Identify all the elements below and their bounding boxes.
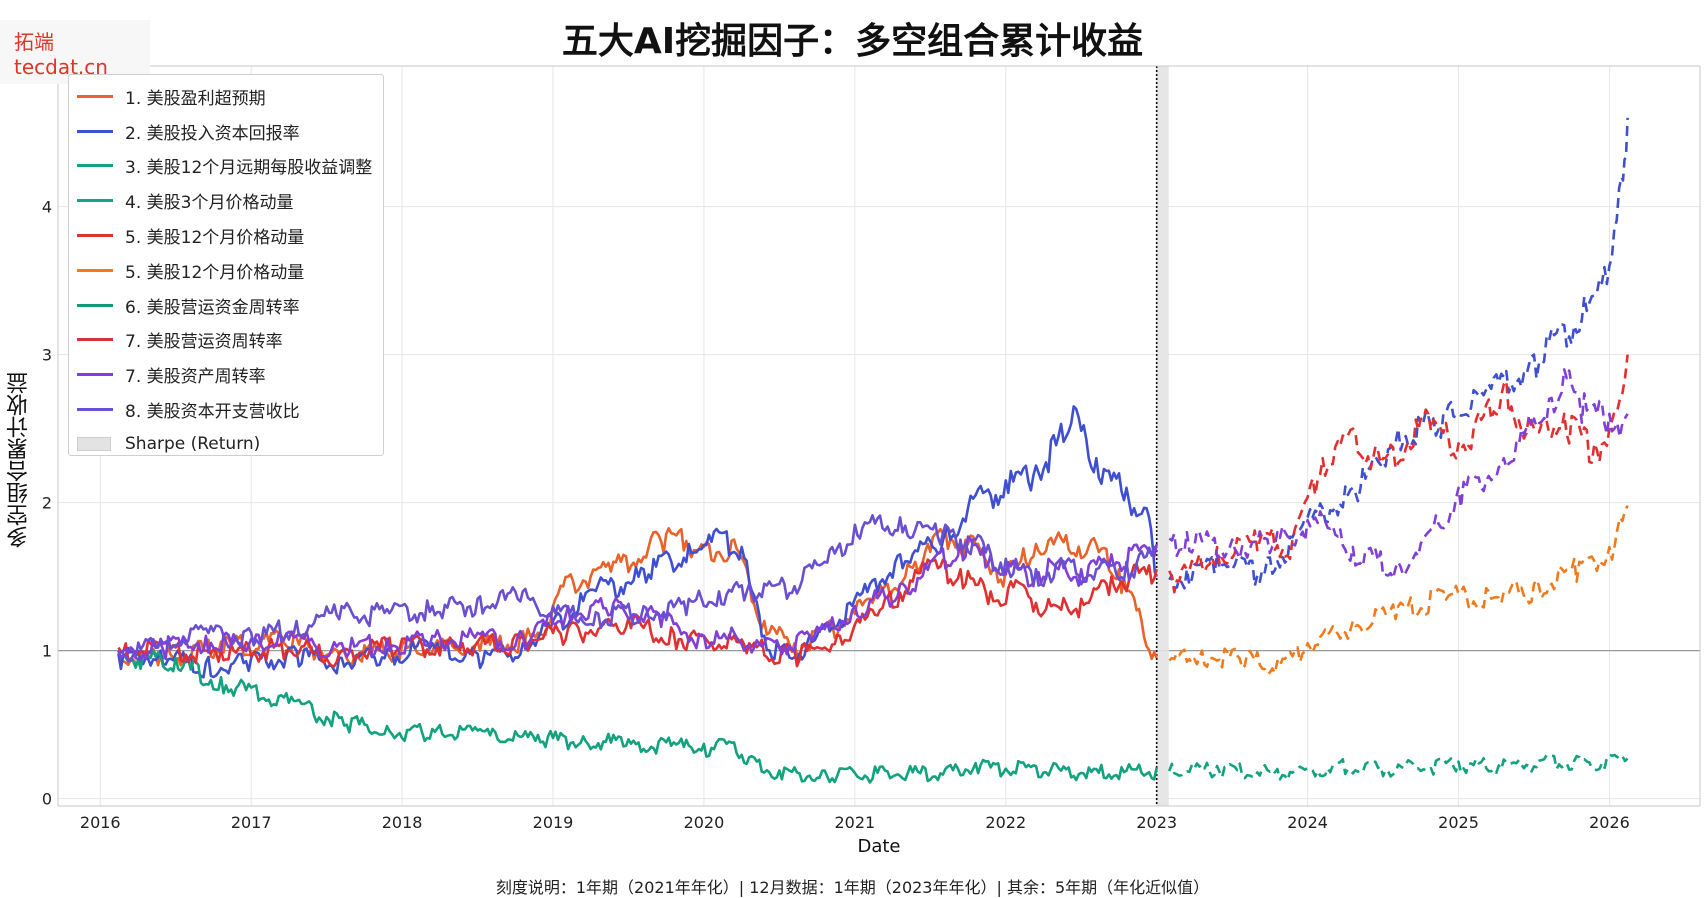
grid bbox=[58, 66, 1700, 806]
series-line-dashed bbox=[1168, 368, 1629, 580]
x-axis-label: Date bbox=[857, 836, 900, 857]
legend-swatch bbox=[77, 373, 113, 377]
x-tick-label: 2023 bbox=[1136, 813, 1177, 832]
legend-swatch-band bbox=[77, 437, 111, 452]
legend-swatch bbox=[77, 338, 113, 342]
y-axis-label: 多空组合累计收益 bbox=[7, 372, 32, 548]
x-tick-label: 2016 bbox=[80, 813, 121, 832]
plot-frame bbox=[57, 65, 1701, 807]
legend-label: 8. 美股资本开支营收比 bbox=[125, 402, 300, 423]
legend-item: 5. 美股12个月价格动量 bbox=[77, 253, 383, 288]
watermark: 拓端 tecdat.cn bbox=[0, 20, 150, 84]
legend-item: 4. 美股3个月价格动量 bbox=[77, 183, 383, 218]
legend-swatch bbox=[77, 164, 113, 168]
series-line-solid bbox=[117, 535, 1158, 661]
y-tick-label: 3 bbox=[42, 346, 52, 365]
legend-item: 7. 美股营运资周转率 bbox=[77, 323, 383, 358]
legend-swatch bbox=[77, 129, 113, 133]
series-line-solid bbox=[117, 405, 1158, 679]
legend-swatch bbox=[77, 199, 113, 203]
series-line-dashed bbox=[1168, 753, 1629, 782]
legend-label: 5. 美股12个月价格动量 bbox=[125, 262, 305, 283]
axes: 2016 2017 2018 2019 2020 2021 2022 2023 2024 2025… bbox=[42, 65, 1701, 857]
x-tick-label: 2020 bbox=[684, 813, 725, 832]
legend-item: 6. 美股营运资金周转率 bbox=[77, 288, 383, 323]
legend-label: 7. 美股资产周转率 bbox=[125, 367, 266, 388]
footnote: 刻度说明：1年期（2021年年化）| 12月数据：1年期（2023年年化）| 其… bbox=[495, 878, 1210, 897]
x-tick-label: 2017 bbox=[231, 813, 272, 832]
series-line-dashed bbox=[1168, 354, 1629, 594]
series-line-dashed bbox=[1168, 117, 1629, 590]
legend-label: 1. 美股盈利超预期 bbox=[125, 88, 266, 109]
legend-label: 2. 美股投入资本回报率 bbox=[125, 123, 300, 144]
legend-swatch bbox=[77, 268, 113, 272]
legend-swatch bbox=[77, 94, 113, 98]
legend-swatch bbox=[77, 234, 113, 238]
y-tick-label: 4 bbox=[42, 198, 52, 217]
legend-label: 6. 美股营运资金周转率 bbox=[125, 297, 300, 318]
y-tick-label: 2 bbox=[42, 494, 52, 513]
legend-item: 1. 美股盈利超预期 bbox=[77, 79, 383, 114]
chart-title: 五大AI挖掘因子：多空组合累计收益 bbox=[561, 21, 1144, 62]
legend-item: 2. 美股投入资本回报率 bbox=[77, 114, 383, 149]
x-tick-label: 2026 bbox=[1589, 813, 1630, 832]
legend-label: 7. 美股营运资周转率 bbox=[125, 332, 283, 353]
legend-item: 5. 美股12个月价格动量 bbox=[77, 218, 383, 253]
legend-swatch bbox=[77, 303, 113, 307]
x-tick-label: 2022 bbox=[985, 813, 1026, 832]
x-tick-label: 2021 bbox=[834, 813, 875, 832]
legend-label: 5. 美股12个月价格动量 bbox=[125, 228, 305, 249]
x-tick-label: 2018 bbox=[382, 813, 423, 832]
series-line-solid bbox=[117, 514, 1157, 663]
legend-label: 3. 美股12个月远期每股收益调整 bbox=[125, 158, 373, 179]
legend-label: 4. 美股3个月价格动量 bbox=[125, 193, 294, 214]
legend-swatch bbox=[77, 408, 113, 412]
legend-label: Sharpe (Return) bbox=[125, 434, 261, 455]
legend: 1. 美股盈利超预期 2. 美股投入资本回报率 3. 美股12个月远期每股收益调… bbox=[68, 74, 384, 456]
sharpe-band bbox=[1155, 66, 1169, 806]
series-line-dashed bbox=[1168, 505, 1629, 676]
sharpe-band-rect bbox=[1156, 66, 1169, 806]
legend-item: 8. 美股资本开支营收比 bbox=[77, 392, 383, 427]
legend-item: 3. 美股12个月远期每股收益调整 bbox=[77, 149, 383, 184]
series-line-solid bbox=[117, 648, 1158, 784]
x-tick-label: 2025 bbox=[1438, 813, 1479, 832]
legend-item: Sharpe (Return) bbox=[77, 427, 383, 462]
y-tick-label: 0 bbox=[42, 790, 52, 809]
series-group bbox=[117, 117, 1629, 784]
legend-item: 7. 美股资产周转率 bbox=[77, 357, 383, 392]
x-tick-label: 2024 bbox=[1287, 813, 1328, 832]
x-tick-label: 2019 bbox=[533, 813, 574, 832]
y-tick-label: 1 bbox=[42, 642, 52, 661]
